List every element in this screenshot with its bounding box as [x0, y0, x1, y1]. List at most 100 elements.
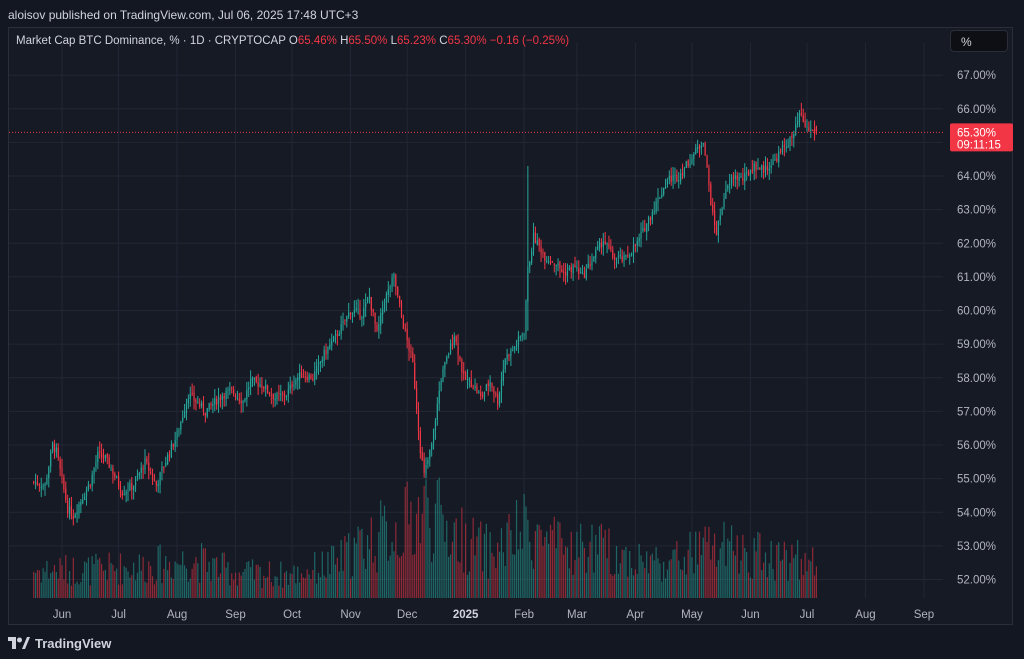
volume-bar [46, 560, 48, 598]
candle-body [432, 428, 435, 444]
volume-bar [268, 561, 271, 598]
candle-body [240, 400, 242, 404]
volume-bar [204, 548, 206, 598]
volume-bar [427, 497, 429, 598]
footer[interactable]: TradingView [8, 633, 111, 653]
candle-body [536, 240, 538, 245]
candle-body [283, 393, 286, 397]
candle-body [795, 124, 797, 135]
volume-bar [316, 583, 318, 598]
volume-bar [266, 576, 269, 598]
volume-bar [295, 583, 297, 598]
volume-bar [476, 536, 478, 598]
candle-body [463, 371, 465, 374]
candle-body [589, 263, 591, 267]
volume-bar [757, 531, 759, 598]
candle-body [787, 145, 789, 147]
volume-bar [200, 543, 203, 598]
candle-body [683, 168, 686, 177]
volume-bar [134, 580, 137, 598]
candle-body [778, 151, 780, 163]
volume-bar [255, 564, 257, 598]
candle-body [581, 272, 584, 274]
y-tick-label: 67.00% [957, 70, 996, 82]
x-tick-label: Sep [225, 609, 245, 621]
volume-bar [740, 560, 742, 598]
volume-bar [89, 585, 91, 598]
candle-body [108, 457, 110, 468]
candle-body [442, 368, 444, 382]
candle-body [574, 264, 576, 268]
candle-body [129, 483, 131, 491]
volume-bar [804, 552, 806, 598]
volume-bar [493, 556, 495, 598]
y-tick-label: 57.00% [957, 406, 996, 418]
legend-high-label: H [340, 35, 349, 47]
candle-body [419, 430, 421, 453]
candle-body [300, 373, 303, 378]
candle-body [99, 451, 101, 453]
volume-bar [774, 580, 776, 598]
volume-bar [423, 485, 425, 598]
volume-bar [325, 577, 327, 598]
volume-bar [216, 557, 218, 598]
candle-body [131, 482, 133, 490]
y-axis: 67.00%66.00%65.00%64.00%63.00%62.00%61.0… [957, 70, 996, 586]
candle-body [340, 324, 342, 335]
x-tick-label: Aug [167, 609, 187, 621]
volume-bar [783, 541, 785, 598]
volume-bar [727, 538, 729, 598]
candle-body [806, 126, 808, 128]
candle-body [712, 204, 714, 212]
volume-bar [536, 524, 538, 598]
candle-body [167, 454, 169, 465]
volume-bar [542, 546, 544, 598]
candle-body [657, 197, 659, 203]
volume-bar [155, 580, 157, 598]
volume-bar [85, 562, 88, 598]
candle-body [495, 393, 497, 395]
volume-bar [557, 521, 559, 598]
volume-bar [119, 553, 122, 598]
volume-bar [208, 561, 210, 598]
volume-bar [42, 568, 44, 598]
volume-bar [478, 527, 480, 598]
volume-bar [630, 568, 633, 598]
candle-body [438, 390, 440, 404]
volume-bar [402, 552, 404, 598]
volume-bar [370, 517, 372, 598]
volume-bar [449, 554, 452, 598]
candle-body [749, 170, 752, 176]
volume-bar [610, 573, 612, 598]
candle-body [278, 392, 280, 395]
volume-bar [123, 566, 125, 598]
candle-body [532, 232, 535, 251]
y-tick-label: 59.00% [957, 339, 996, 351]
candle-body [285, 396, 288, 398]
volume-bar [600, 523, 603, 598]
candle-body [299, 372, 301, 380]
percent-scale-button[interactable]: % [950, 30, 1008, 52]
candle-body [755, 162, 757, 171]
candle-body [489, 381, 491, 387]
candle-body [623, 255, 625, 261]
candle-body [238, 398, 240, 402]
volume-bar [489, 532, 491, 598]
candle-body [740, 176, 742, 178]
candle-body [559, 262, 561, 269]
volume-bar [270, 582, 272, 598]
y-tick-label: 53.00% [957, 541, 996, 553]
volume-bar [506, 522, 508, 598]
candle-body [349, 313, 352, 315]
candle-body [789, 136, 791, 147]
candle-body [136, 475, 139, 478]
candle-body [629, 255, 631, 257]
footer-brand: TradingView [35, 635, 112, 651]
candle-body [216, 398, 218, 405]
volume-bar [442, 514, 444, 598]
volume-bar [161, 583, 163, 598]
chart-frame [8, 27, 1013, 625]
volume-bar [508, 514, 510, 598]
candle-body [723, 198, 725, 208]
